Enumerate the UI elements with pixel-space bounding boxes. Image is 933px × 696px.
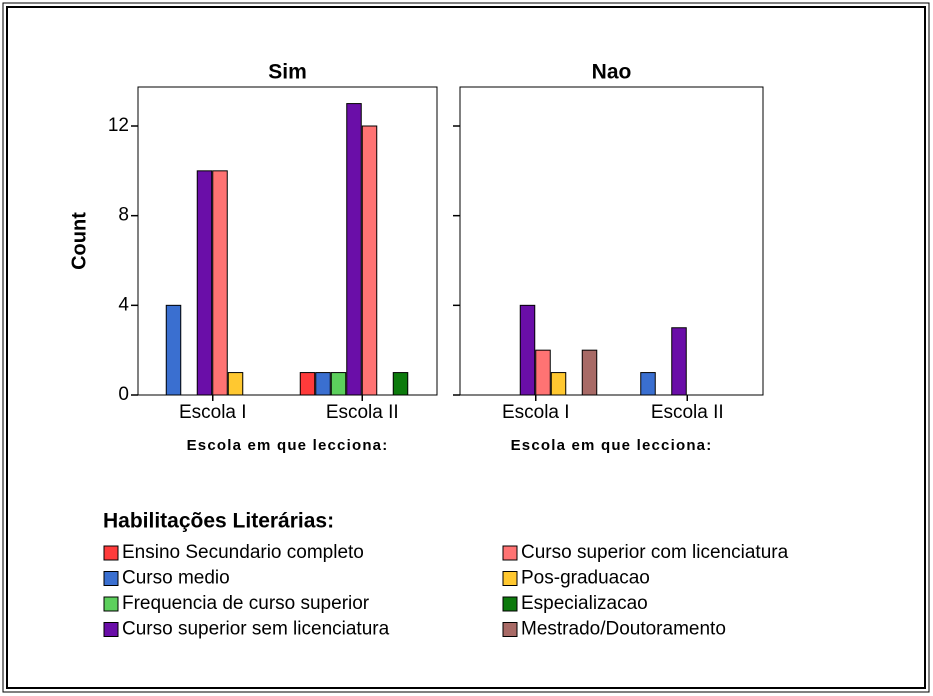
bar [196,170,213,396]
bar [299,372,316,396]
bar [671,327,687,396]
bar [165,304,182,396]
legend-swatch [103,545,119,561]
bar [346,103,362,396]
bar [315,372,331,396]
y-tick-label: 4 [118,294,129,315]
plot-area [137,86,438,396]
legend-label: Mestrado/Doutoramento [521,619,726,640]
bar [361,125,378,396]
bar [330,372,347,396]
x-tick-label: Escola I [502,402,570,423]
legend-label: Pos-graduacao [521,568,650,589]
y-tick-label: 8 [118,205,129,226]
legend-swatch [502,622,518,637]
y-tick-label: 0 [118,384,129,405]
legend-label: Especializacao [521,593,648,614]
panel-title: Sim [268,61,307,84]
legend-swatch [103,571,119,586]
legend-swatch [502,596,518,612]
legend-swatch [502,545,518,561]
panel-title: Nao [592,61,632,84]
legend-label: Curso superior sem licenciatura [122,619,390,640]
legend-swatch [103,622,119,637]
x-tick-label: Escola II [326,402,399,423]
plot-area [459,86,764,396]
bar [212,170,228,396]
bar [519,304,536,396]
x-tick-label: Escola II [651,402,724,423]
legend-label: Frequencia de curso superior [122,593,370,614]
legend-swatch [103,596,119,612]
y-axis-label: Count [68,212,90,270]
legend-title: Habilitações Literárias: [103,510,334,533]
bar [535,349,551,396]
x-tick-label: Escola I [179,402,247,423]
legend-swatch [502,571,518,586]
bar [392,372,409,396]
legend-label: Ensino Secundario completo [122,542,364,563]
bar [227,372,244,396]
bar [640,372,656,396]
bar [581,349,598,396]
legend-label: Curso medio [122,568,230,589]
y-tick-label: 12 [108,115,129,136]
x-axis-label: Escola em que lecciona: [187,437,389,454]
x-axis-label: Escola em que lecciona: [511,437,713,454]
inner-frame [6,6,926,689]
bar [550,372,567,396]
legend-label: Curso superior com licenciatura [521,542,789,563]
